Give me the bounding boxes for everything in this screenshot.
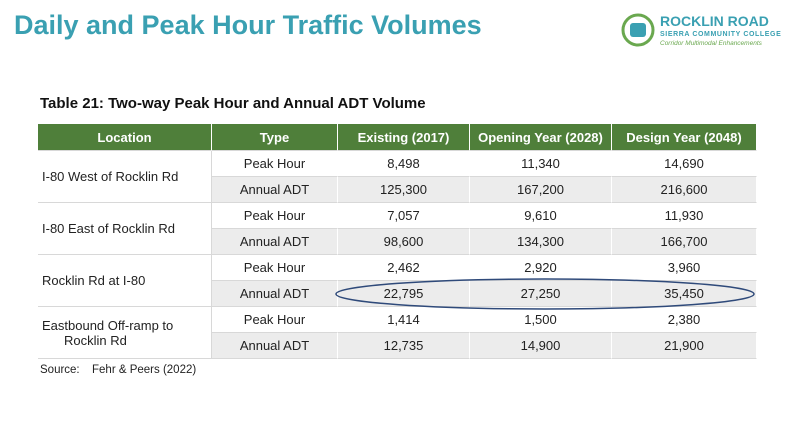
header-cell: Type (212, 124, 338, 151)
value-cell: 167,200 (470, 177, 612, 203)
header-cell: Location (38, 124, 212, 151)
value-cell: 21,900 (612, 333, 757, 359)
type-cell: Peak Hour (212, 255, 338, 281)
location-cell: Rocklin Rd at I-80 (38, 255, 212, 307)
value-cell: 1,500 (470, 307, 612, 333)
value-cell: 216,600 (612, 177, 757, 203)
value-cell: 9,610 (470, 203, 612, 229)
value-cell: 11,340 (470, 151, 612, 177)
value-cell: 35,450 (612, 281, 757, 307)
value-cell: 134,300 (470, 229, 612, 255)
location-cell: I-80 West of Rocklin Rd (38, 151, 212, 203)
location-cell: Eastbound Off-ramp to Rocklin Rd (38, 307, 212, 359)
highlight-ellipse (335, 278, 755, 310)
logo-tagline: Corridor Multimodal Enhancements (660, 40, 763, 47)
value-cell: 8,498 (338, 151, 470, 177)
highlight-overlay (335, 278, 755, 310)
location-cell: I-80 East of Rocklin Rd (38, 203, 212, 255)
logo-icon (621, 13, 655, 47)
logo-org: SIERRA COMMUNITY COLLEGE (660, 31, 781, 38)
value-cell: 3,960 (612, 255, 757, 281)
header-cell: Opening Year (2028) (470, 124, 612, 151)
value-cell: 166,700 (612, 229, 757, 255)
type-cell: Peak Hour (212, 203, 338, 229)
value-cell: 2,380 (612, 307, 757, 333)
value-cell: 14,900 (470, 333, 612, 359)
value-cell: 27,250 (470, 281, 612, 307)
value-cell: 14,690 (612, 151, 757, 177)
header-cell: Design Year (2048) (612, 124, 757, 151)
value-cell: 1,414 (338, 307, 470, 333)
source: Fehr & Peers (2022) (92, 364, 197, 376)
value-cell: 11,930 (612, 203, 757, 229)
value-cell: 22,795 (338, 281, 470, 307)
logo-icon (630, 23, 646, 37)
value-cell: 125,300 (338, 177, 470, 203)
value-cell: 2,920 (470, 255, 612, 281)
logo-name: ROCKLIN ROAD (660, 13, 769, 29)
value-cell: 7,057 (338, 203, 470, 229)
value-cell: 98,600 (338, 229, 470, 255)
type-cell: Peak Hour (212, 307, 338, 333)
type-cell: Peak Hour (212, 151, 338, 177)
table: Location Type Existing (2017) Opening Year … (38, 124, 757, 360)
header-cell: Existing (2017) (338, 124, 470, 151)
type-cell: Annual ADT (212, 281, 338, 307)
type-cell: Annual ADT (212, 229, 338, 255)
value-cell: 12,735 (338, 333, 470, 359)
logo: ROCKLIN ROAD SIERRA COMMUNITY COLLEGE Co… (621, 13, 781, 47)
value-cell: 2,462 (338, 255, 470, 281)
type-cell: Annual ADT (212, 333, 338, 359)
type-cell: Annual ADT (212, 177, 338, 203)
slide-title: Daily and Peak Hour Traffic Volumes (14, 10, 482, 40)
table-caption: Table 21: Two-way Peak Hour and Annual A… (40, 95, 426, 112)
source-label: Source: (40, 364, 80, 376)
